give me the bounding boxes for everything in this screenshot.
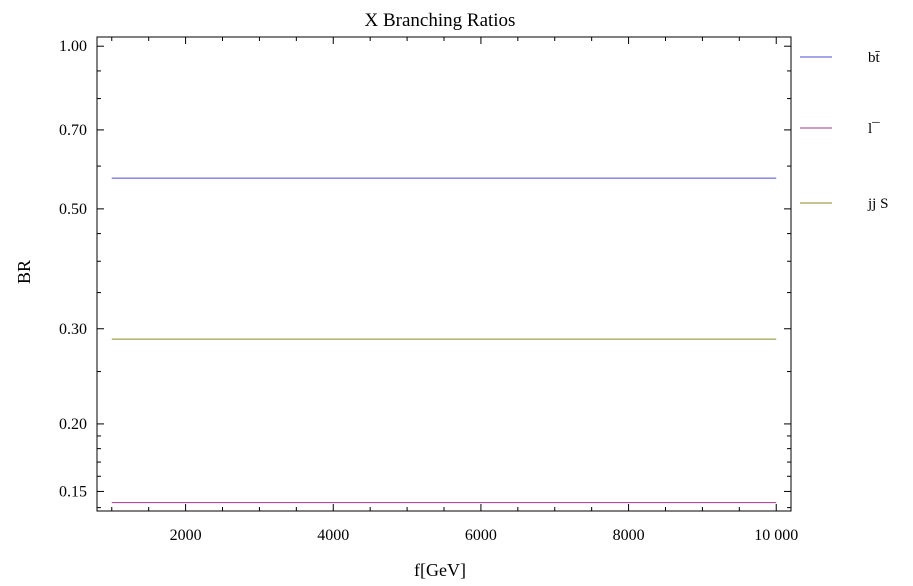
y-axis: 0.15 0.20 0.30 0.50 0.70 1.00 bbox=[59, 38, 791, 509]
y-axis-label: BR bbox=[14, 260, 34, 284]
x-axis-label: f[GeV] bbox=[414, 560, 466, 580]
legend: bt̄ l¯ jj S bbox=[800, 50, 888, 212]
x-tick-label: 4000 bbox=[317, 527, 349, 544]
legend-label: jj S bbox=[867, 196, 888, 212]
plot-frame bbox=[96, 36, 792, 512]
y-tick-label: 0.15 bbox=[59, 483, 87, 500]
y-tick-label: 0.50 bbox=[59, 201, 87, 218]
legend-label: bt̄ bbox=[868, 50, 881, 66]
x-tick-label: 10 000 bbox=[754, 527, 798, 544]
chart-title: X Branching Ratios bbox=[365, 10, 516, 31]
series-lines bbox=[111, 177, 777, 504]
x-tick-label: 8000 bbox=[613, 527, 645, 544]
y-tick-label: 0.20 bbox=[59, 416, 87, 433]
x-axis: 2000 4000 6000 8000 10 000 bbox=[111, 37, 798, 544]
y-tick-label: 0.30 bbox=[59, 321, 87, 338]
y-tick-label: 1.00 bbox=[59, 38, 87, 55]
y-tick-label: 0.70 bbox=[59, 122, 87, 139]
x-tick-label: 2000 bbox=[170, 527, 202, 544]
x-tick-label: 6000 bbox=[465, 527, 497, 544]
legend-label: l¯ bbox=[868, 121, 880, 137]
